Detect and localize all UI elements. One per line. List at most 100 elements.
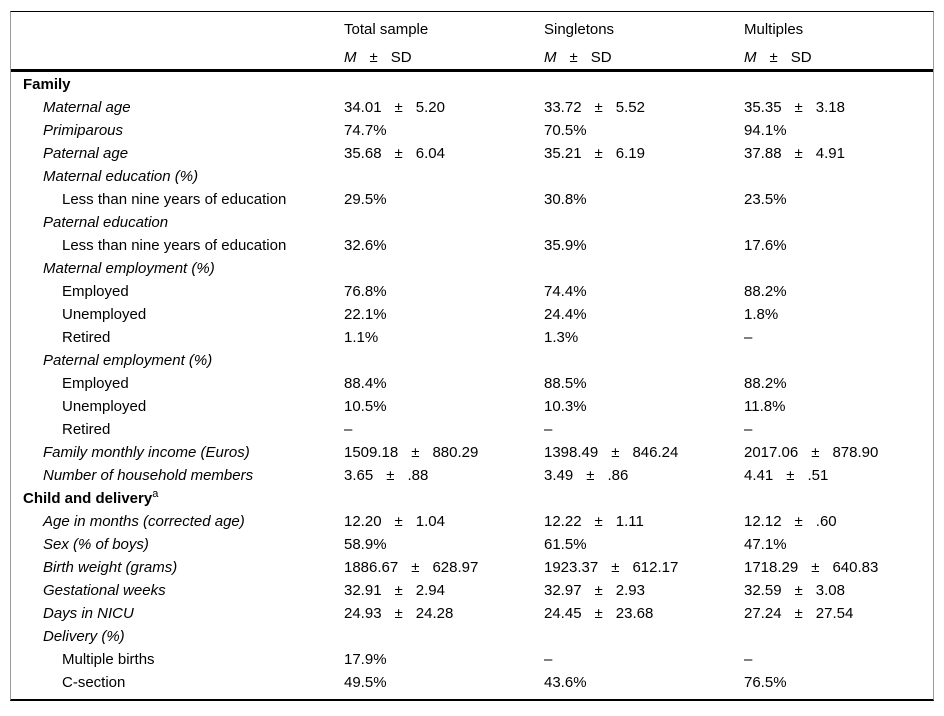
value-cell-multiples: 12.12 ± .60 xyxy=(744,513,837,530)
table-row: Multiple births 17.9% – – xyxy=(11,649,933,672)
value-cell-total-sample: 34.01 ±5.20 xyxy=(344,99,445,116)
value-cell-multiples: – xyxy=(744,651,752,668)
row-label: Paternal education xyxy=(43,214,169,231)
plus-minus-symbol: ± xyxy=(411,559,420,576)
row-label: Delivery (%) xyxy=(43,628,125,645)
row-label: Maternal education (%) xyxy=(43,168,199,185)
row-label: Paternal age xyxy=(43,145,129,162)
row-label: Sex (% of boys) xyxy=(43,536,149,553)
table-row: Sex (% of boys) 58.9% 61.5% 47.1% xyxy=(11,534,933,557)
plus-minus-symbol: ± xyxy=(394,582,403,599)
table-row: Family xyxy=(11,74,933,97)
plus-minus-symbol: ± xyxy=(394,605,403,622)
row-label: Days in NICU xyxy=(43,605,134,622)
value-cell-multiples: 47.1% xyxy=(744,536,787,553)
table-row: Employed 76.8% 74.4% 88.2% xyxy=(11,281,933,304)
value-cell-singletons: 35.21 ±6.19 xyxy=(544,145,645,162)
single-value: 70.5% xyxy=(544,122,587,139)
mean-value: 2017.06 xyxy=(744,444,799,461)
table-row: Less than nine years of education 29.5% … xyxy=(11,189,933,212)
value-cell-total-sample: 1509.18 ±880.29 xyxy=(344,444,478,461)
value-cell-singletons: – xyxy=(544,421,552,438)
single-value: 17.9% xyxy=(344,651,387,668)
sd-value: 2.93 xyxy=(615,582,645,599)
table-row: Number of household members 3.65 ± .88 3.4… xyxy=(11,465,933,488)
table-row: Less than nine years of education 32.6% … xyxy=(11,235,933,258)
plus-minus-symbol: ± xyxy=(394,513,403,530)
value-cell-multiples: 17.6% xyxy=(744,237,787,254)
row-label: C-section xyxy=(62,674,126,691)
value-cell-total-sample: 10.5% xyxy=(344,398,387,415)
single-value: 49.5% xyxy=(344,674,387,691)
single-value: 24.4% xyxy=(544,306,587,323)
plus-minus-symbol: ± xyxy=(394,145,403,162)
column-header-label: Multiples xyxy=(744,21,804,38)
value-cell-singletons: 33.72 ±5.52 xyxy=(544,99,645,116)
value-cell-multiples: 76.5% xyxy=(744,674,787,691)
sd-value: 1.11 xyxy=(615,513,644,530)
value-cell-singletons: 70.5% xyxy=(544,122,587,139)
mean-value: 35.68 xyxy=(344,145,382,162)
plus-minus-symbol: ± xyxy=(594,99,603,116)
sd-value: 1.04 xyxy=(415,513,445,530)
mean-value: 35.35 xyxy=(744,99,782,116)
sd-value: .51 xyxy=(807,467,829,484)
row-label: Family monthly income (Euros) xyxy=(43,444,250,461)
single-value: 76.8% xyxy=(344,283,387,300)
column-header-label: Total sample xyxy=(344,21,429,38)
single-value: – xyxy=(744,651,753,668)
table-row: Unemployed 22.1% 24.4% 1.8% xyxy=(11,304,933,327)
value-cell-total-sample: 24.93 ±24.28 xyxy=(344,605,453,622)
single-value: – xyxy=(744,329,753,346)
value-cell-singletons: 24.4% xyxy=(544,306,587,323)
descriptives-table: Total sample M ± SD Singletons M ± SD Mu… xyxy=(10,11,934,701)
table-row: Birth weight (grams) 1886.67 ±628.97 1923… xyxy=(11,557,933,580)
value-cell-total-sample: 58.9% xyxy=(344,536,387,553)
single-value: 22.1% xyxy=(344,306,387,323)
table-row: Gestational weeks 32.91 ±2.94 32.97 ±2.93 … xyxy=(11,580,933,603)
sd-value: 6.19 xyxy=(615,145,645,162)
single-value: 43.6% xyxy=(544,674,587,691)
row-label: Child and deliverya xyxy=(23,488,159,508)
table-row: Paternal education xyxy=(11,212,933,235)
mean-value: 32.97 xyxy=(544,582,582,599)
value-cell-singletons: 1923.37 ±612.17 xyxy=(544,559,678,576)
plus-minus-symbol: ± xyxy=(569,49,578,66)
plus-minus-symbol: ± xyxy=(594,513,603,530)
footnote-marker: a xyxy=(152,488,159,500)
table-row: Retired 1.1% 1.3% – xyxy=(11,327,933,350)
table-row: Employed 88.4% 88.5% 88.2% xyxy=(11,373,933,396)
table-row: Days in NICU 24.93 ±24.28 24.45 ±23.68 27.… xyxy=(11,603,933,626)
value-cell-total-sample: 22.1% xyxy=(344,306,387,323)
mean-value: 1923.37 xyxy=(544,559,599,576)
value-cell-multiples: 2017.06 ±878.90 xyxy=(744,444,878,461)
sd-value: 878.90 xyxy=(832,444,879,461)
row-label: Paternal employment (%) xyxy=(43,352,213,369)
value-cell-total-sample: 32.91 ±2.94 xyxy=(344,582,445,599)
plus-minus-symbol: ± xyxy=(611,559,620,576)
single-value: 1.8% xyxy=(744,306,779,323)
value-cell-singletons: 74.4% xyxy=(544,283,587,300)
value-cell-total-sample: 3.65 ± .88 xyxy=(344,467,428,484)
plus-minus-symbol: ± xyxy=(794,605,803,622)
mean-value: 12.20 xyxy=(344,513,382,530)
table-row: Family monthly income (Euros) 1509.18 ±88… xyxy=(11,442,933,465)
value-cell-singletons: 1398.49 ±846.24 xyxy=(544,444,678,461)
sd-value: 880.29 xyxy=(432,444,479,461)
plus-minus-symbol: ± xyxy=(586,467,595,484)
single-value: 29.5% xyxy=(344,191,387,208)
row-label: Primiparous xyxy=(43,122,124,139)
value-cell-multiples: 4.41 ± .51 xyxy=(744,467,828,484)
value-cell-singletons: – xyxy=(544,651,552,668)
single-value: 61.5% xyxy=(544,536,587,553)
value-cell-singletons: 43.6% xyxy=(544,674,587,691)
value-cell-singletons: 61.5% xyxy=(544,536,587,553)
value-cell-multiples: 88.2% xyxy=(744,375,787,392)
sd-label: SD xyxy=(390,49,412,66)
mean-value: 3.65 xyxy=(344,467,374,484)
single-value: 1.1% xyxy=(344,329,379,346)
single-value: 47.1% xyxy=(744,536,787,553)
table-row: Paternal employment (%) xyxy=(11,350,933,373)
mean-value: 35.21 xyxy=(544,145,582,162)
